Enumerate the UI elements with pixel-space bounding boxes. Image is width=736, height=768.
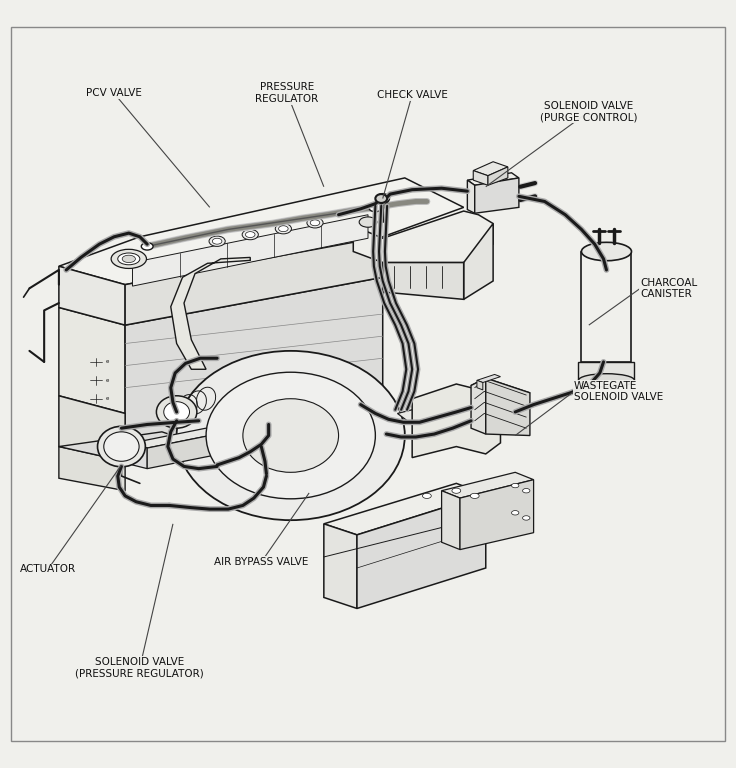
Ellipse shape — [212, 238, 222, 244]
Polygon shape — [473, 170, 488, 185]
Polygon shape — [132, 443, 147, 468]
Polygon shape — [473, 162, 508, 176]
Ellipse shape — [581, 243, 631, 260]
Ellipse shape — [111, 250, 146, 269]
Ellipse shape — [104, 432, 139, 462]
Ellipse shape — [97, 426, 146, 467]
Polygon shape — [59, 446, 125, 491]
Polygon shape — [467, 180, 475, 214]
Polygon shape — [132, 215, 368, 286]
Text: CHARCOAL
CANISTER: CHARCOAL CANISTER — [640, 277, 698, 299]
Text: e: e — [106, 396, 110, 401]
Polygon shape — [442, 491, 460, 550]
Ellipse shape — [422, 493, 431, 498]
Ellipse shape — [311, 220, 319, 226]
Polygon shape — [357, 495, 486, 608]
Text: SOLENOID VALVE
(PRESSURE REGULATOR): SOLENOID VALVE (PRESSURE REGULATOR) — [76, 657, 204, 678]
Polygon shape — [486, 378, 530, 435]
Ellipse shape — [512, 511, 519, 515]
Polygon shape — [488, 167, 508, 185]
Polygon shape — [125, 277, 383, 343]
Ellipse shape — [278, 226, 289, 232]
Ellipse shape — [512, 483, 519, 488]
Polygon shape — [125, 237, 383, 325]
Ellipse shape — [369, 203, 382, 212]
Text: CHECK VALVE: CHECK VALVE — [377, 90, 447, 100]
Ellipse shape — [246, 232, 255, 237]
Text: PCV VALVE: PCV VALVE — [86, 88, 142, 98]
Polygon shape — [442, 472, 534, 498]
Text: SOLENOID VALVE
(PURGE CONTROL): SOLENOID VALVE (PURGE CONTROL) — [540, 101, 637, 122]
Ellipse shape — [177, 351, 405, 520]
Ellipse shape — [376, 194, 389, 204]
Bar — [581, 252, 631, 362]
Text: e: e — [106, 359, 110, 365]
Ellipse shape — [118, 253, 140, 265]
Ellipse shape — [523, 516, 530, 520]
Polygon shape — [471, 378, 486, 434]
Polygon shape — [467, 173, 519, 185]
Polygon shape — [59, 432, 206, 462]
Polygon shape — [324, 483, 486, 535]
Text: WASTEGATE
SOLENOID VALVE: WASTEGATE SOLENOID VALVE — [574, 381, 663, 402]
Bar — [578, 362, 634, 380]
Ellipse shape — [359, 217, 377, 227]
Polygon shape — [125, 277, 383, 462]
Ellipse shape — [275, 223, 291, 234]
Polygon shape — [412, 384, 500, 458]
Text: e: e — [106, 378, 110, 382]
Text: AIR BYPASS VALVE: AIR BYPASS VALVE — [214, 557, 308, 567]
Ellipse shape — [141, 243, 153, 250]
Polygon shape — [464, 223, 493, 300]
Polygon shape — [475, 178, 519, 214]
Ellipse shape — [156, 396, 197, 429]
Polygon shape — [11, 27, 725, 741]
Ellipse shape — [578, 374, 634, 387]
Polygon shape — [383, 263, 464, 300]
Polygon shape — [397, 410, 427, 425]
Polygon shape — [460, 480, 534, 550]
Polygon shape — [477, 380, 483, 390]
Polygon shape — [59, 178, 464, 285]
Polygon shape — [353, 211, 493, 263]
Ellipse shape — [307, 217, 323, 228]
Ellipse shape — [122, 255, 135, 263]
Ellipse shape — [470, 493, 479, 498]
Ellipse shape — [243, 399, 339, 472]
Ellipse shape — [452, 488, 461, 493]
Polygon shape — [147, 433, 221, 468]
Polygon shape — [59, 307, 125, 413]
Ellipse shape — [209, 236, 225, 247]
Ellipse shape — [242, 230, 258, 240]
Polygon shape — [324, 524, 357, 608]
Ellipse shape — [163, 402, 189, 422]
Polygon shape — [59, 396, 125, 462]
Polygon shape — [171, 257, 250, 369]
Text: ACTUATOR: ACTUATOR — [20, 564, 76, 574]
Polygon shape — [471, 378, 530, 399]
Polygon shape — [477, 375, 500, 382]
Ellipse shape — [523, 488, 530, 493]
Ellipse shape — [206, 372, 375, 499]
Text: PRESSURE
REGULATOR: PRESSURE REGULATOR — [255, 82, 319, 104]
Polygon shape — [132, 429, 221, 448]
Polygon shape — [59, 266, 125, 325]
Ellipse shape — [375, 194, 387, 203]
